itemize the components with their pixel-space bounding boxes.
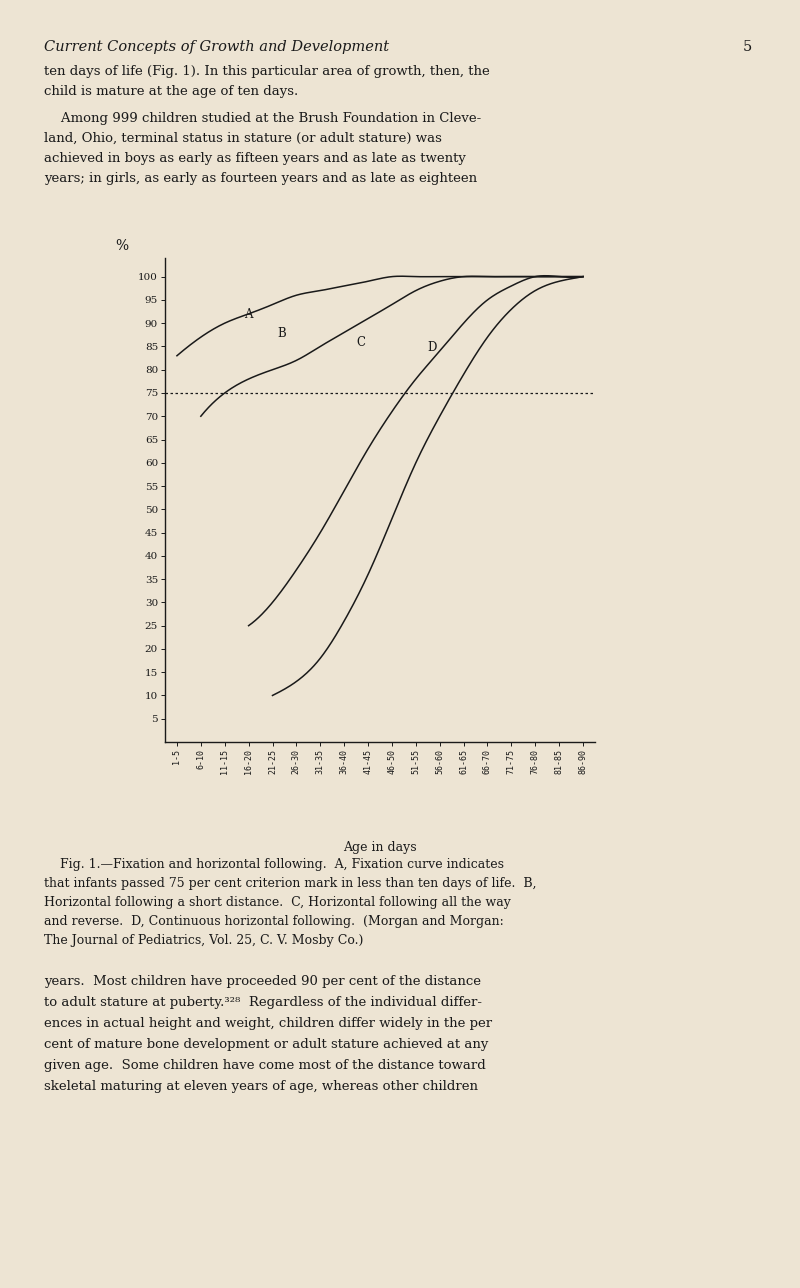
Text: Current Concepts of Growth and Development: Current Concepts of Growth and Developme… [44,40,389,54]
X-axis label: Age in days: Age in days [343,841,417,854]
Text: %: % [115,240,129,254]
Text: C: C [356,336,365,349]
Text: achieved in boys as early as fifteen years and as late as twenty: achieved in boys as early as fifteen yea… [44,152,466,165]
Text: A: A [244,309,252,322]
Text: land, Ohio, terminal status in stature (or adult stature) was: land, Ohio, terminal status in stature (… [44,131,442,146]
Text: Horizontal following a short distance.  C, Horizontal following all the way: Horizontal following a short distance. C… [44,896,511,909]
Text: ences in actual height and weight, children differ widely in the per: ences in actual height and weight, child… [44,1018,492,1030]
Text: to adult stature at puberty.³²⁸  Regardless of the individual differ-: to adult stature at puberty.³²⁸ Regardle… [44,996,482,1009]
Text: ten days of life (Fig. 1). In this particular area of growth, then, the: ten days of life (Fig. 1). In this parti… [44,64,490,79]
Text: 5: 5 [742,40,752,54]
Text: child is mature at the age of ten days.: child is mature at the age of ten days. [44,85,298,98]
Text: D: D [428,341,437,354]
Text: Among 999 children studied at the Brush Foundation in Cleve-: Among 999 children studied at the Brush … [44,112,482,125]
Text: given age.  Some children have come most of the distance toward: given age. Some children have come most … [44,1059,486,1072]
Text: The Journal of Pediatrics, Vol. 25, C. V. Mosby Co.): The Journal of Pediatrics, Vol. 25, C. V… [44,934,363,947]
Text: cent of mature bone development or adult stature achieved at any: cent of mature bone development or adult… [44,1038,488,1051]
Text: Fig. 1.—Fixation and horizontal following.  A, Fixation curve indicates: Fig. 1.—Fixation and horizontal followin… [44,858,504,871]
Text: that infants passed 75 per cent criterion mark in less than ten days of life.  B: that infants passed 75 per cent criterio… [44,877,537,890]
Text: skeletal maturing at eleven years of age, whereas other children: skeletal maturing at eleven years of age… [44,1081,478,1094]
Text: B: B [278,327,286,340]
Text: and reverse.  D, Continuous horizontal following.  (Morgan and Morgan:: and reverse. D, Continuous horizontal fo… [44,914,504,927]
Text: years.  Most children have proceeded 90 per cent of the distance: years. Most children have proceeded 90 p… [44,975,481,988]
Text: years; in girls, as early as fourteen years and as late as eighteen: years; in girls, as early as fourteen ye… [44,173,477,185]
